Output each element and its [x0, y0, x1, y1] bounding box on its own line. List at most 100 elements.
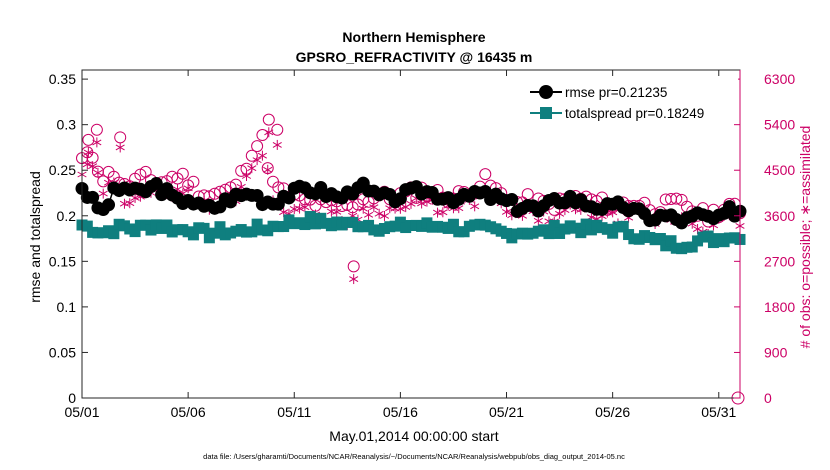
y-tick-label: 0.3: [57, 117, 77, 133]
rmse-point: [102, 198, 116, 212]
obs-assimilated-point: [93, 167, 103, 178]
obs-assimilated-point: [379, 210, 390, 221]
obs-possible-point: [262, 113, 275, 126]
data-file-footnote: data file: /Users/gharamti/Documents/NCA…: [203, 452, 625, 461]
totalspread-point: [214, 221, 226, 233]
y-tick-label: 0.1: [57, 299, 77, 315]
obs-assimilated-point: [183, 183, 193, 194]
totalspread-point: [278, 221, 290, 233]
totalspread-point: [81, 220, 93, 232]
totalspread-point: [447, 218, 459, 230]
legend-background: [525, 78, 738, 124]
obs-assimilated-point: [241, 171, 252, 182]
x-axis: 05/01 05/06 05/11 05/16 05/21 05/26 05/31: [64, 70, 736, 420]
y-tick-label: 0.35: [49, 71, 76, 87]
obs-possible-point: [208, 187, 221, 200]
obs-assimilated-point: [438, 207, 448, 218]
totalspread-point: [187, 229, 199, 241]
obs-assimilated-point: [369, 202, 379, 213]
totalspread-point: [702, 230, 714, 242]
obs-assimilated-point: [82, 159, 92, 170]
rmse-point: [149, 177, 163, 191]
obs-possible-point: [479, 168, 492, 181]
totalspread-point: [607, 227, 619, 239]
obs-assimilated-point: [363, 209, 374, 220]
totalspread-point: [304, 211, 316, 223]
y2-tick-label: 6300: [764, 71, 795, 87]
totalspread-point: [665, 235, 677, 247]
obs-possible-point: [271, 123, 284, 136]
obs-assimilated-point: [272, 139, 282, 150]
obs-assimilated-point: [432, 207, 443, 218]
obs-possible-point: [347, 260, 360, 273]
y2-tick-label: 2700: [764, 253, 795, 269]
y2-tick-label: 3600: [764, 208, 795, 224]
y-tick-label: 0: [68, 390, 76, 406]
y2-tick-label: 5400: [764, 117, 795, 133]
legend-rmse-marker: [539, 85, 553, 99]
obs-assimilated-point: [83, 147, 93, 158]
obs-assimilated-point: [247, 163, 257, 174]
legend-totalspread-label: totalspread pr=0.18249: [565, 106, 704, 121]
obs-assimilated-point: [300, 202, 310, 213]
rmse-point: [505, 192, 519, 206]
totalspread-point: [161, 219, 173, 231]
x-axis-label: May.01,2014 00:00:00 start: [329, 428, 499, 444]
obs-assimilated-point: [349, 274, 359, 285]
y2-tick-label: 1800: [764, 299, 795, 315]
legend-rmse-label: rmse pr=0.21235: [565, 85, 667, 100]
y2-tick-label: 4500: [764, 162, 795, 178]
obs-possible-point: [176, 167, 189, 180]
y2-axis-label: # of obs: o=possible; ∗=assimilated: [797, 126, 813, 349]
rmse-point: [282, 191, 296, 205]
totalspread-point: [309, 218, 321, 230]
y-tick-label: 0.05: [49, 344, 76, 360]
obs-possible-point: [82, 133, 95, 146]
obs-possible-point: [114, 131, 127, 144]
legend: rmse pr=0.21235 totalspread pr=0.18249: [525, 78, 738, 124]
obs-assimilated-point: [470, 201, 480, 212]
totalspread-point: [543, 228, 555, 240]
totalspread-point: [617, 220, 629, 232]
totalspread-point: [299, 219, 311, 231]
obs-assimilated-point: [257, 150, 267, 161]
obs-assimilated-point: [92, 137, 102, 148]
obs-assimilated-point: [406, 198, 416, 209]
y-tick-label: 0.25: [49, 162, 76, 178]
y-tick-label: 0.2: [57, 208, 77, 224]
obs-possible-point: [235, 164, 248, 177]
totalspread-point: [654, 232, 666, 244]
obs-assimilated-point: [130, 192, 140, 203]
x-tick-label: 05/01: [64, 404, 99, 420]
obs-possible-point: [187, 175, 200, 188]
y-axis-left: 0 0.05 0.1 0.15 0.2 0.25 0.3 0.35: [49, 71, 88, 406]
totalspread-point: [209, 227, 221, 239]
obs-assimilated-point: [119, 198, 130, 209]
obs-possible-point: [521, 188, 534, 201]
totalspread-point: [129, 226, 141, 238]
x-tick-label: 05/31: [701, 404, 736, 420]
totalspread-point: [251, 218, 263, 230]
obs-assimilated-point: [374, 208, 384, 219]
obs-assimilated-point: [326, 206, 336, 217]
obs-assimilated-point: [88, 161, 98, 172]
obs-assimilated-point: [358, 203, 368, 214]
totalspread-point: [246, 226, 258, 238]
totalspread-point: [580, 218, 592, 230]
obs-assimilated-point: [125, 198, 135, 209]
obs-assimilated-point: [263, 164, 273, 175]
obs-assimilated-point: [332, 206, 342, 217]
rmse-point: [86, 190, 100, 204]
y2-tick-label: 900: [764, 344, 788, 360]
y-tick-label: 0.15: [49, 253, 76, 269]
x-tick-label: 05/11: [277, 404, 311, 420]
totalspread-point: [686, 241, 698, 253]
rmse-point: [722, 200, 736, 214]
totalspread-point: [548, 219, 560, 231]
y-axis-right: 0 900 1800 2700 3600 4500 5400 6300: [734, 70, 795, 406]
y-axis-label: rmse and totalspread: [27, 171, 43, 303]
x-tick-label: 05/16: [383, 404, 418, 420]
chart-title: Northern Hemisphere: [342, 29, 485, 45]
x-tick-label: 05/21: [489, 404, 524, 420]
chart-subtitle: GPSRO_REFRACTIVITY @ 16435 m: [296, 49, 533, 65]
